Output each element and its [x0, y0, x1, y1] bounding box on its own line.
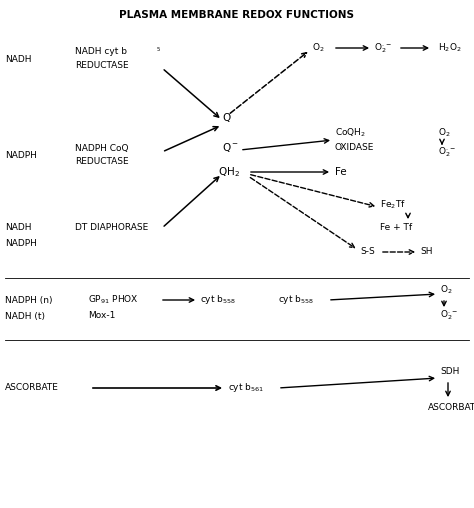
Text: O$_2^{.-}$: O$_2^{.-}$: [438, 145, 456, 158]
Text: NADPH: NADPH: [5, 238, 37, 247]
Text: cyt b$_{558}$: cyt b$_{558}$: [278, 294, 314, 306]
Text: OXIDASE: OXIDASE: [335, 143, 374, 151]
Text: NADH: NADH: [5, 224, 31, 233]
Text: NADH cyt b: NADH cyt b: [75, 48, 127, 56]
Text: NADPH CoQ: NADPH CoQ: [75, 143, 128, 152]
Text: CoQH$_2$: CoQH$_2$: [335, 127, 366, 139]
Text: O$_2$: O$_2$: [438, 127, 451, 139]
Text: cyt b$_{558}$: cyt b$_{558}$: [200, 294, 236, 306]
Text: SDH: SDH: [440, 367, 459, 376]
Text: PLASMA MEMBRANE REDOX FUNCTIONS: PLASMA MEMBRANE REDOX FUNCTIONS: [119, 10, 355, 20]
Text: NADH (t): NADH (t): [5, 311, 45, 321]
Text: SH: SH: [420, 247, 432, 257]
Text: NADPH: NADPH: [5, 150, 37, 160]
Text: NADH: NADH: [5, 55, 31, 65]
Text: ASCORBATE: ASCORBATE: [428, 403, 474, 412]
Text: S-S: S-S: [360, 247, 375, 257]
Text: REDUCTASE: REDUCTASE: [75, 61, 128, 71]
Text: Mox-1: Mox-1: [88, 311, 115, 321]
Text: REDUCTASE: REDUCTASE: [75, 157, 128, 167]
Text: Q: Q: [222, 113, 230, 123]
Text: QH$_2$: QH$_2$: [218, 165, 240, 179]
Text: $_5$: $_5$: [156, 46, 161, 54]
Text: Fe: Fe: [335, 167, 346, 177]
Text: GP$_{91}$ PHOX: GP$_{91}$ PHOX: [88, 294, 139, 306]
Text: ASCORBATE: ASCORBATE: [5, 384, 59, 393]
Text: NADPH (n): NADPH (n): [5, 296, 53, 304]
Text: O$_2$: O$_2$: [312, 42, 324, 54]
Text: Fe + Tf: Fe + Tf: [380, 224, 412, 233]
Text: cyt b$_{561}$: cyt b$_{561}$: [228, 382, 264, 395]
Text: Fe$_2$Tf: Fe$_2$Tf: [380, 199, 406, 211]
Text: Q$^-$: Q$^-$: [222, 142, 239, 154]
Text: O$_2^{.-}$: O$_2^{.-}$: [440, 308, 458, 322]
Text: DT DIAPHORASE: DT DIAPHORASE: [75, 224, 148, 233]
Text: O$_2^{.-}$: O$_2^{.-}$: [374, 41, 392, 55]
Text: H$_2$O$_2$: H$_2$O$_2$: [438, 42, 462, 54]
Text: O$_2$: O$_2$: [440, 284, 453, 296]
